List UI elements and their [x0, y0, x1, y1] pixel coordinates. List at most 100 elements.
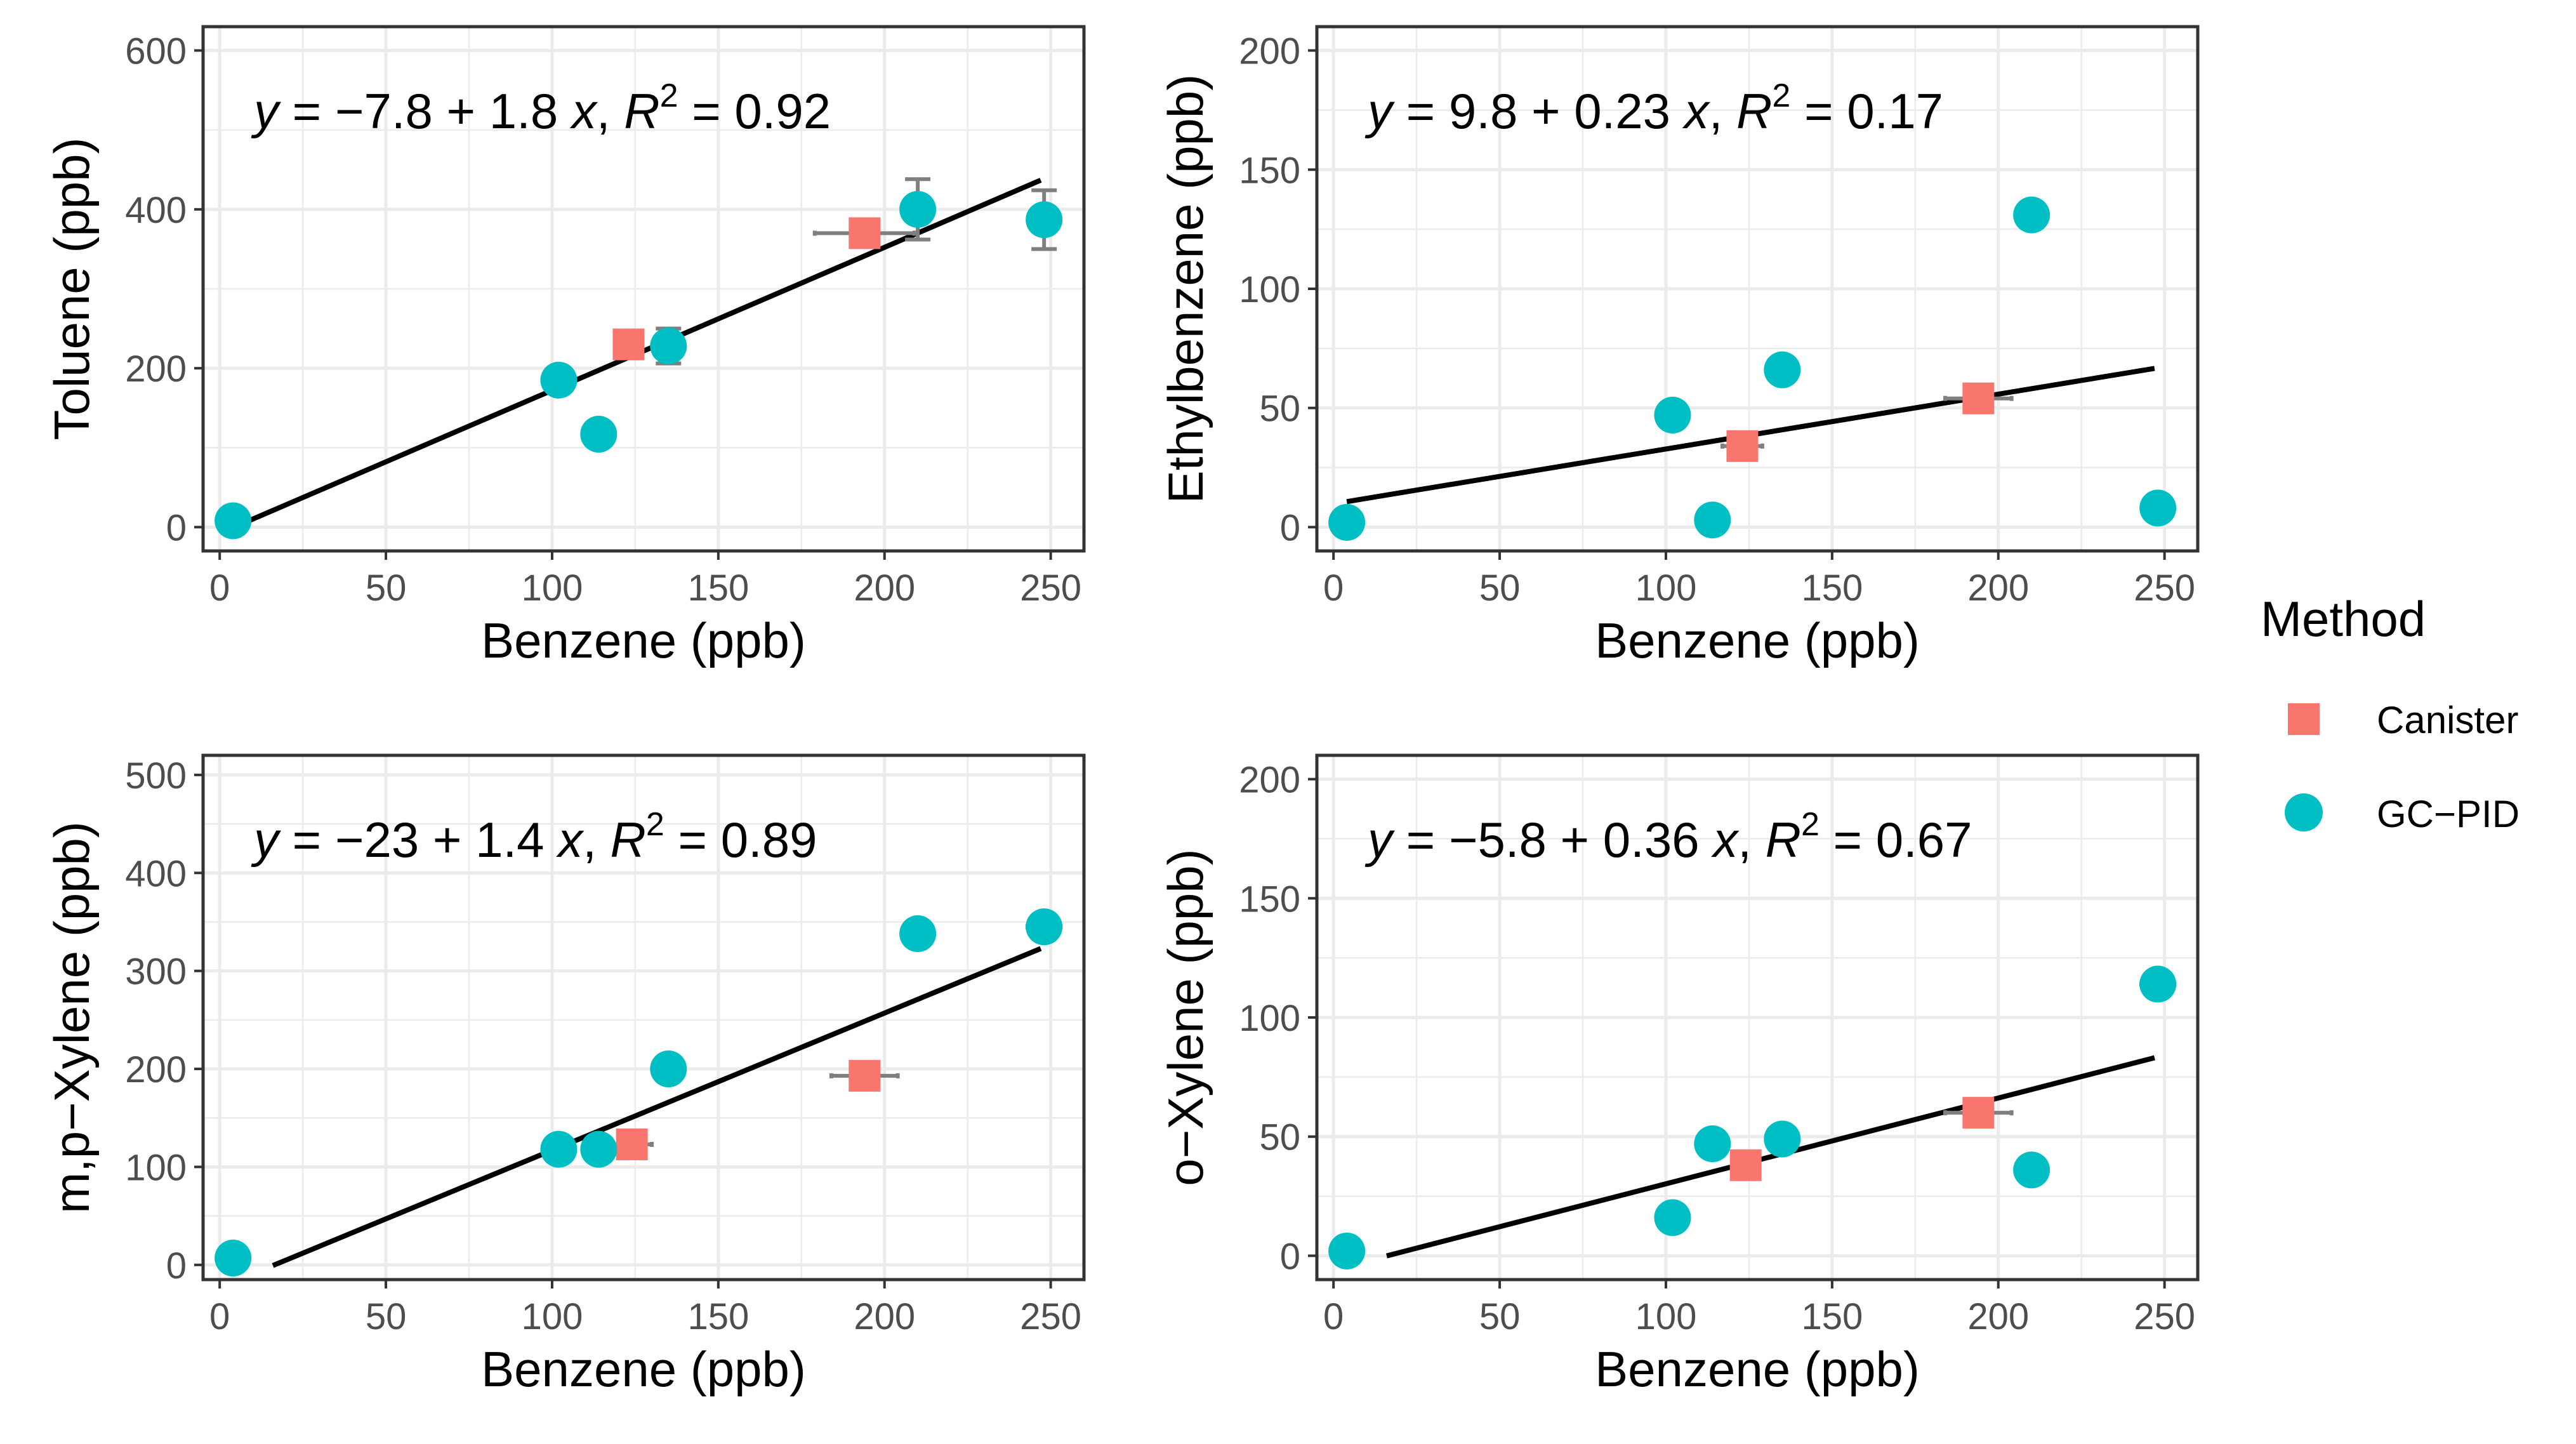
gc-pid-point [540, 361, 578, 399]
y-tick-label: 300 [125, 951, 187, 993]
y-tick-label: 200 [1239, 760, 1300, 801]
legend-label-canister: Canister [2377, 699, 2518, 741]
legend: Method Canister GC−PID [2261, 591, 2520, 835]
gc-pid-point [1764, 351, 1801, 388]
x-tick-label: 50 [366, 1296, 407, 1337]
gc-pid-point [1694, 1125, 1731, 1162]
x-tick-label: 0 [209, 1296, 230, 1337]
y-tick-label: 200 [125, 1049, 187, 1090]
y-tick-label: 600 [125, 31, 187, 72]
x-tick-label: 250 [1020, 567, 1081, 609]
gc-pid-point [1764, 1120, 1801, 1158]
gc-pid-point [2013, 1151, 2051, 1189]
x-tick-label: 100 [522, 567, 583, 609]
x-tick-label: 50 [1479, 567, 1521, 609]
y-tick-label: 0 [1280, 1236, 1300, 1277]
x-axis-title: Benzene (ppb) [481, 1341, 806, 1397]
x-tick-label: 0 [209, 567, 230, 609]
y-axis-title: m,p−Xylene (ppb) [44, 821, 100, 1214]
regression-equation: y = −5.8 + 0.36 x, R2 = 0.67 [1364, 806, 1972, 868]
x-axis-title: Benzene (ppb) [1595, 613, 1920, 668]
x-axis-title: Benzene (ppb) [481, 613, 806, 668]
gc-pid-point [215, 1240, 252, 1277]
canister-point [849, 217, 881, 249]
x-tick-label: 100 [1635, 1296, 1697, 1337]
x-tick-label: 100 [522, 1296, 583, 1337]
plot-area [1328, 965, 2177, 1269]
y-axis-title: o−Xylene (ppb) [1158, 849, 1213, 1186]
plot-area [215, 177, 1063, 540]
x-tick-label: 150 [687, 1296, 749, 1337]
y-tick-label: 500 [125, 755, 187, 797]
y-tick-label: 50 [1259, 1117, 1300, 1158]
gc-pid-point [2013, 196, 2051, 234]
x-tick-label: 150 [687, 567, 749, 609]
y-tick-label: 200 [1239, 31, 1300, 72]
legend-key-gc-pid [2285, 793, 2323, 831]
y-tick-label: 0 [166, 507, 187, 548]
x-tick-label: 50 [366, 567, 407, 609]
canister-point [1729, 1149, 1762, 1181]
y-axis-title: Ethylbenzene (ppb) [1158, 74, 1213, 503]
x-tick-label: 200 [1967, 567, 2029, 609]
gc-pid-point [650, 328, 687, 365]
gc-pid-point [1328, 503, 1366, 541]
canister-point [1726, 430, 1759, 462]
gc-pid-point [650, 1050, 687, 1088]
x-tick-label: 250 [2134, 567, 2195, 609]
y-tick-label: 150 [1239, 878, 1300, 920]
gc-pid-point [540, 1130, 578, 1168]
gc-pid-point [580, 416, 618, 453]
gc-pid-point [1026, 201, 1063, 239]
x-tick-label: 100 [1635, 567, 1697, 609]
y-tick-label: 50 [1259, 388, 1300, 430]
regression-equation: y = 9.8 + 0.23 x, R2 = 0.17 [1364, 77, 1943, 139]
regression-equation: y = −7.8 + 1.8 x, R2 = 0.92 [251, 77, 831, 139]
grid [1317, 755, 2198, 1280]
regression-line [272, 946, 1042, 1268]
panel-border [201, 25, 1086, 553]
x-tick-label: 200 [854, 1296, 915, 1337]
x-tick-label: 150 [1801, 1296, 1863, 1337]
legend-title: Method [2261, 591, 2426, 647]
y-tick-label: 100 [1239, 269, 1300, 310]
gc-pid-point [1328, 1232, 1366, 1269]
x-tick-label: 50 [1479, 1296, 1521, 1337]
panel-border [1315, 753, 2200, 1282]
x-tick-label: 0 [1323, 567, 1344, 609]
canister-point [612, 328, 645, 361]
y-tick-label: 200 [125, 348, 187, 390]
canister-point [1962, 1097, 1995, 1129]
y-tick-label: 400 [125, 190, 187, 231]
grid [203, 27, 1084, 551]
x-tick-label: 250 [1020, 1296, 1081, 1337]
panel-border [201, 753, 1086, 1282]
gc-pid-point [1694, 501, 1731, 539]
canister-point [1962, 382, 1995, 414]
panel-3: 0 50 100 150 200 250 0 100 200 300 400 500 Benzene (… [44, 753, 1086, 1397]
gc-pid-point [2139, 965, 2177, 1003]
panel-2: 0 50 100 150 200 250 0 50 100 150 200 Benzene (ppb)… [1158, 25, 2200, 668]
y-tick-label: 150 [1239, 150, 1300, 191]
y-tick-label: 0 [1280, 507, 1300, 548]
y-tick-label: 100 [125, 1147, 187, 1188]
panels: 0 50 100 150 200 250 0 200 400 600 Benzene (ppb) To… [44, 25, 2200, 1397]
y-tick-label: 100 [1239, 998, 1300, 1039]
gc-pid-point [580, 1130, 618, 1168]
x-tick-label: 0 [1323, 1296, 1344, 1337]
gc-pid-point [2139, 489, 2177, 527]
regression-line [1385, 1055, 2155, 1259]
gc-pid-point [1654, 396, 1691, 434]
panel-border [1315, 25, 2200, 553]
legend-key-canister [2288, 703, 2320, 735]
legend-label-gc-pid: GC−PID [2377, 793, 2520, 835]
plot-area [1328, 196, 2177, 541]
gc-pid-point [1026, 908, 1063, 946]
grid [203, 755, 1084, 1280]
x-tick-label: 250 [2134, 1296, 2195, 1337]
gc-pid-point [899, 190, 937, 228]
canister-point [616, 1128, 648, 1160]
x-tick-label: 200 [1967, 1296, 2029, 1337]
gc-pid-point [1654, 1199, 1691, 1236]
